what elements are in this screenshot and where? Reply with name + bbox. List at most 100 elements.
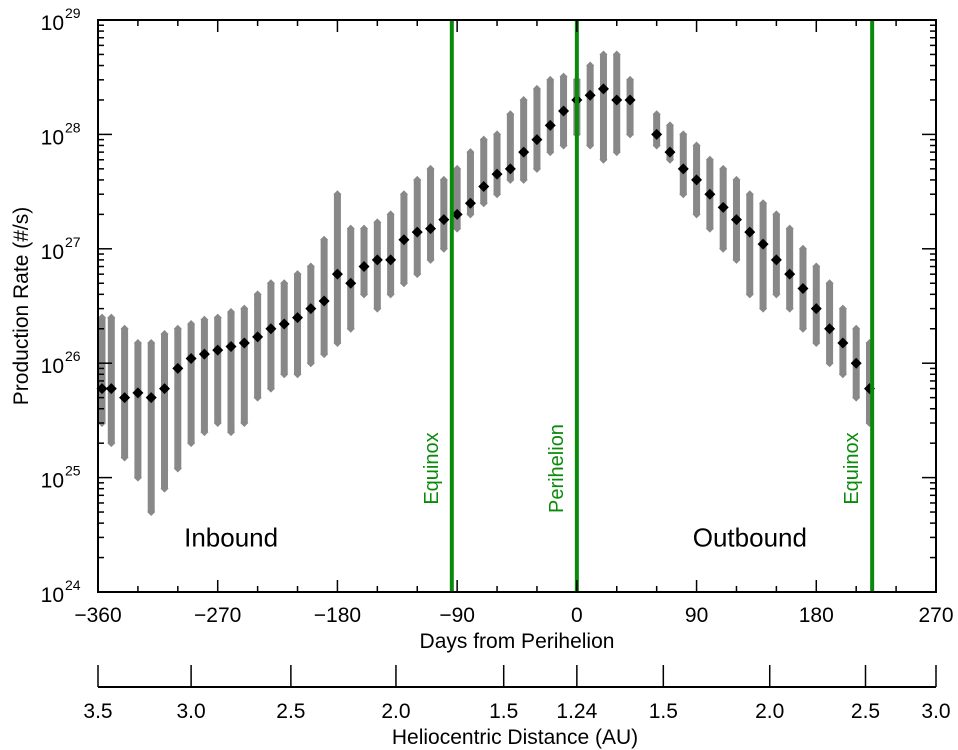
black-data-point xyxy=(624,94,636,106)
black-data-point xyxy=(159,383,171,395)
y-tick-label-exponent: 27 xyxy=(65,234,81,250)
gray-streak xyxy=(533,88,541,169)
gray-streak-top xyxy=(373,218,382,227)
gray-streak-top xyxy=(838,304,847,313)
gray-streak-top xyxy=(426,164,435,173)
gray-streak xyxy=(493,134,501,195)
black-data-point xyxy=(385,254,397,266)
black-data-point xyxy=(345,277,357,289)
gray-streak-bottom xyxy=(479,199,488,208)
y-tick-label-exponent: 25 xyxy=(65,463,81,479)
gray-streak-top xyxy=(745,190,754,199)
gray-streak-top xyxy=(320,235,329,244)
y-tick-label-exponent: 24 xyxy=(65,577,81,593)
gray-streak-top xyxy=(120,324,129,333)
black-data-point xyxy=(491,168,503,180)
gray-streak-bottom xyxy=(386,290,395,299)
gray-streak xyxy=(240,308,248,424)
gray-streak xyxy=(626,79,634,135)
gray-streak xyxy=(466,152,474,215)
gray-streak xyxy=(520,99,528,180)
gray-streak-top xyxy=(439,175,448,184)
black-data-point xyxy=(132,387,144,399)
x-tick-label: −180 xyxy=(314,604,361,627)
gray-streak-bottom xyxy=(612,148,621,157)
black-data-point xyxy=(318,295,330,307)
gray-streak-bottom xyxy=(466,210,475,219)
x-axis-label: Days from Perihelion xyxy=(420,630,615,653)
secondary-axis-label: Heliocentric Distance (AU) xyxy=(392,726,638,749)
black-data-point xyxy=(292,312,304,324)
vline-label: Perihelion xyxy=(546,424,568,513)
gray-streak xyxy=(453,168,461,229)
gray-streak-top xyxy=(280,279,289,288)
black-data-point xyxy=(464,197,476,209)
gray-streak xyxy=(307,266,315,364)
gray-streak-bottom xyxy=(266,384,275,393)
black-data-point xyxy=(212,344,224,356)
black-data-point xyxy=(770,254,782,266)
black-data-point xyxy=(611,94,623,106)
secondary-axis-tick-label: 1.5 xyxy=(489,700,518,723)
gray-streak-bottom xyxy=(519,175,528,184)
vertical-lines-group: Equinox Perihelion Equinox xyxy=(421,20,875,592)
gray-streak-top xyxy=(97,313,106,322)
gray-streak xyxy=(107,317,115,444)
gray-streak-bottom xyxy=(825,359,834,368)
gray-streak xyxy=(254,294,262,398)
gray-streak xyxy=(174,328,182,469)
black-data-point xyxy=(105,383,117,395)
gray-streak xyxy=(427,168,435,260)
gray-streak-bottom xyxy=(227,428,236,437)
vline-label: Equinox xyxy=(841,432,863,504)
black-data-point xyxy=(504,163,516,175)
black-data-point xyxy=(850,357,862,369)
labels-group: Days from Perihelion Production Rate (#/s… xyxy=(10,207,807,749)
gray-streak-bottom xyxy=(213,419,222,428)
x-tick-label: −270 xyxy=(194,604,241,627)
gray-streak-top xyxy=(333,190,342,199)
gray-streak-top xyxy=(160,329,169,338)
gray-streak-bottom xyxy=(200,428,209,437)
gray-streak-top xyxy=(266,279,275,288)
black-data-point xyxy=(531,134,543,146)
secondary-axis-tick-label: 2.5 xyxy=(851,700,880,723)
gray-streak xyxy=(759,203,767,309)
gray-streak-bottom xyxy=(506,175,515,184)
gray-streak-bottom xyxy=(439,244,448,253)
gray-streak xyxy=(865,343,873,424)
gray-streak-top xyxy=(785,224,794,233)
black-data-point xyxy=(172,362,184,374)
x-tick-label: 180 xyxy=(799,604,834,627)
gray-streak xyxy=(161,333,169,489)
gray-streak xyxy=(187,324,195,444)
gray-streak-bottom xyxy=(705,224,714,233)
gray-streak-bottom xyxy=(838,370,847,379)
gray-streak-bottom xyxy=(599,155,608,164)
gray-streak-bottom xyxy=(719,244,728,253)
gray-streak-top xyxy=(453,164,462,173)
y-tick-label-exponent: 28 xyxy=(65,119,81,135)
gray-streak xyxy=(666,125,674,160)
gray-streak-top xyxy=(626,75,635,84)
gray-streak-bottom xyxy=(187,439,196,448)
black-data-point xyxy=(544,119,556,131)
gray-streak-bottom xyxy=(559,141,568,150)
black-data-point xyxy=(717,201,729,213)
black-data-point xyxy=(744,226,756,238)
gray-streak xyxy=(786,228,794,309)
gray-streak-bottom xyxy=(626,130,635,139)
gray-streak-bottom xyxy=(360,290,369,299)
black-data-point xyxy=(371,254,383,266)
gray-streak-bottom xyxy=(306,359,315,368)
gray-streak-top xyxy=(772,210,781,219)
secondary-axis-tick-label: 3.0 xyxy=(921,700,950,723)
gray-streak xyxy=(746,194,754,295)
gray-streak-bottom xyxy=(493,190,502,199)
black-data-point xyxy=(358,261,370,273)
black-data-point xyxy=(265,323,277,335)
black-data-point xyxy=(185,352,197,364)
gray-streak-top xyxy=(812,262,821,271)
black-data-point xyxy=(691,174,703,186)
